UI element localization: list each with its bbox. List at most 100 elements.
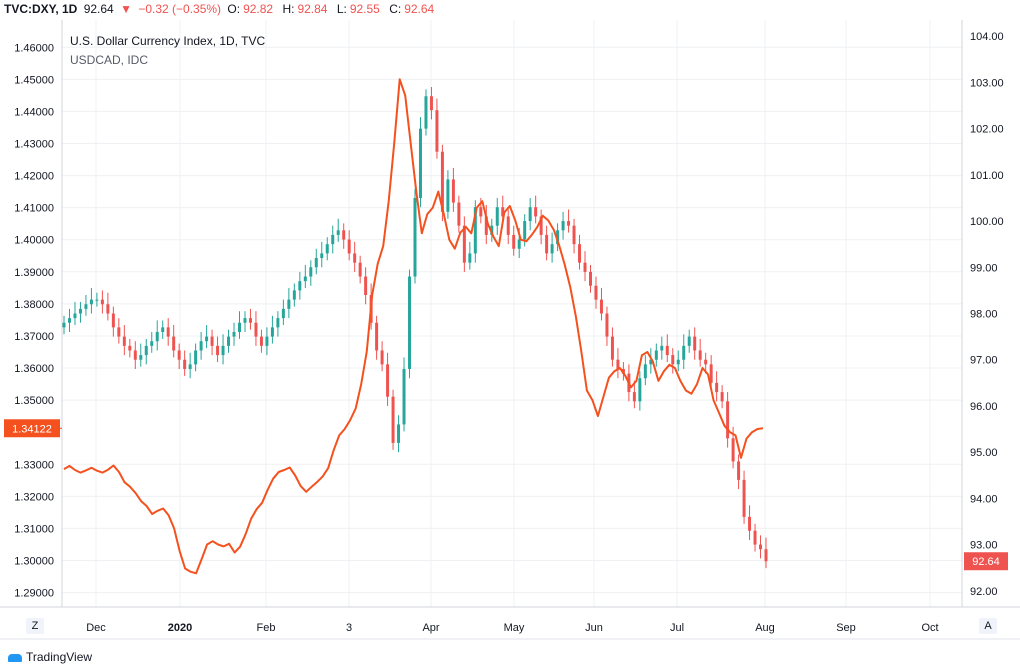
x-tick-label: 3 xyxy=(346,622,352,634)
right-tick-label: 96.00 xyxy=(970,401,998,413)
right-tick-label: 100.00 xyxy=(970,216,1004,228)
candle-body xyxy=(292,290,296,300)
candle-body xyxy=(616,359,620,369)
candle-body xyxy=(484,216,488,235)
candle-body xyxy=(303,276,307,282)
legend-overlay-series[interactable]: USDCAD, IDC xyxy=(70,53,149,67)
candle-body xyxy=(632,392,636,402)
candle-body xyxy=(111,313,115,328)
candle-body xyxy=(501,207,505,217)
candle-body xyxy=(325,244,329,254)
candle-body xyxy=(221,345,225,356)
left-last-price-badge xyxy=(4,419,60,438)
right-tick-label: 94.00 xyxy=(970,493,998,505)
candle-body xyxy=(698,350,702,360)
candle-body xyxy=(490,225,494,235)
left-tick-label: 1.37000 xyxy=(14,331,54,343)
candle-body xyxy=(429,96,433,111)
right-tick-label: 99.00 xyxy=(970,262,998,274)
right-tick-label: 101.00 xyxy=(970,170,1004,182)
candle-body xyxy=(599,299,603,314)
candle-body xyxy=(687,336,691,346)
tradingview-logo-icon xyxy=(8,653,22,662)
candle-body xyxy=(578,244,582,263)
candle-body xyxy=(397,424,401,443)
candle-body xyxy=(281,308,285,319)
left-tick-label: 1.43000 xyxy=(14,138,54,150)
candle-body xyxy=(506,216,510,235)
legend-main-series[interactable]: U.S. Dollar Currency Index, 1D, TVC xyxy=(70,34,266,48)
candle-body xyxy=(276,318,280,328)
candle-body xyxy=(528,207,532,222)
low-value: 92.55 xyxy=(349,2,380,16)
last-price: 92.64 xyxy=(83,2,114,16)
symbol-name[interactable]: TVC:DXY, 1D xyxy=(4,2,78,16)
candle-body xyxy=(353,253,357,263)
candle-body xyxy=(654,350,658,360)
candle-body xyxy=(331,234,335,245)
candle-body xyxy=(270,327,274,337)
high-value: 92.84 xyxy=(297,2,328,16)
candle-body xyxy=(336,230,340,235)
candle-body xyxy=(150,341,154,346)
candle-body xyxy=(517,239,521,249)
candle-body xyxy=(589,271,592,286)
candle-body xyxy=(177,350,181,360)
candle-body xyxy=(764,549,768,562)
candle-body xyxy=(495,207,499,226)
right-tick-label: 95.00 xyxy=(970,447,998,459)
candle-body xyxy=(78,308,82,314)
close-value: 92.64 xyxy=(404,2,435,16)
chart-grid xyxy=(62,20,962,607)
brand-label: TradingView xyxy=(26,650,93,664)
candle-body xyxy=(715,382,719,393)
candle-body xyxy=(759,544,763,550)
chart-legend: U.S. Dollar Currency Index, 1D, TVC USDC… xyxy=(70,32,265,70)
candle-body xyxy=(621,368,625,374)
symbol-header: TVC:DXY, 1D 92.64 ▼ −0.32 (−0.35%) O: 92.… xyxy=(4,2,440,18)
candle-body xyxy=(451,179,455,203)
candle-body xyxy=(314,258,318,268)
candle-body xyxy=(342,230,346,240)
close-label: C: xyxy=(389,2,402,16)
candle-body xyxy=(567,221,571,226)
right-tick-label: 104.00 xyxy=(970,31,1004,43)
candle-body xyxy=(106,304,110,314)
candle-body xyxy=(561,221,565,231)
left-tick-label: 1.31000 xyxy=(14,523,54,535)
candle-body xyxy=(720,392,724,402)
right-tick-label: 103.00 xyxy=(970,77,1004,89)
candle-body xyxy=(402,368,406,425)
tradingview-brand[interactable]: TradingView xyxy=(8,650,92,664)
candle-body xyxy=(188,364,192,369)
candle-body xyxy=(457,202,461,226)
low-label: L: xyxy=(336,2,347,16)
left-tick-label: 1.29000 xyxy=(14,588,54,600)
usdcad-overlay xyxy=(63,78,764,575)
zoom-button[interactable]: Z xyxy=(26,618,44,634)
candle-body xyxy=(232,331,236,337)
dxy-candles xyxy=(62,87,768,569)
candle-body xyxy=(671,355,675,365)
candle-body xyxy=(731,438,735,462)
candle-body xyxy=(227,336,231,346)
candle-body xyxy=(440,151,444,212)
usdcad-line xyxy=(63,78,764,575)
candle-body xyxy=(199,341,203,351)
x-tick-label: Oct xyxy=(921,622,938,634)
candle-body xyxy=(649,359,653,365)
candle-body xyxy=(205,336,209,342)
candle-body xyxy=(133,350,137,360)
candle-body xyxy=(375,322,379,351)
candle-body xyxy=(320,253,324,259)
left-tick-label: 1.38000 xyxy=(14,299,54,311)
right-tick-label: 97.00 xyxy=(970,355,998,367)
ohlc-low: L: 92.55 xyxy=(337,2,383,16)
candle-body xyxy=(665,345,669,356)
auto-scale-button[interactable]: A xyxy=(979,618,997,634)
candle-body xyxy=(73,313,77,319)
candle-body xyxy=(610,336,614,360)
open-label: O: xyxy=(227,2,241,16)
candle-body xyxy=(391,396,395,443)
